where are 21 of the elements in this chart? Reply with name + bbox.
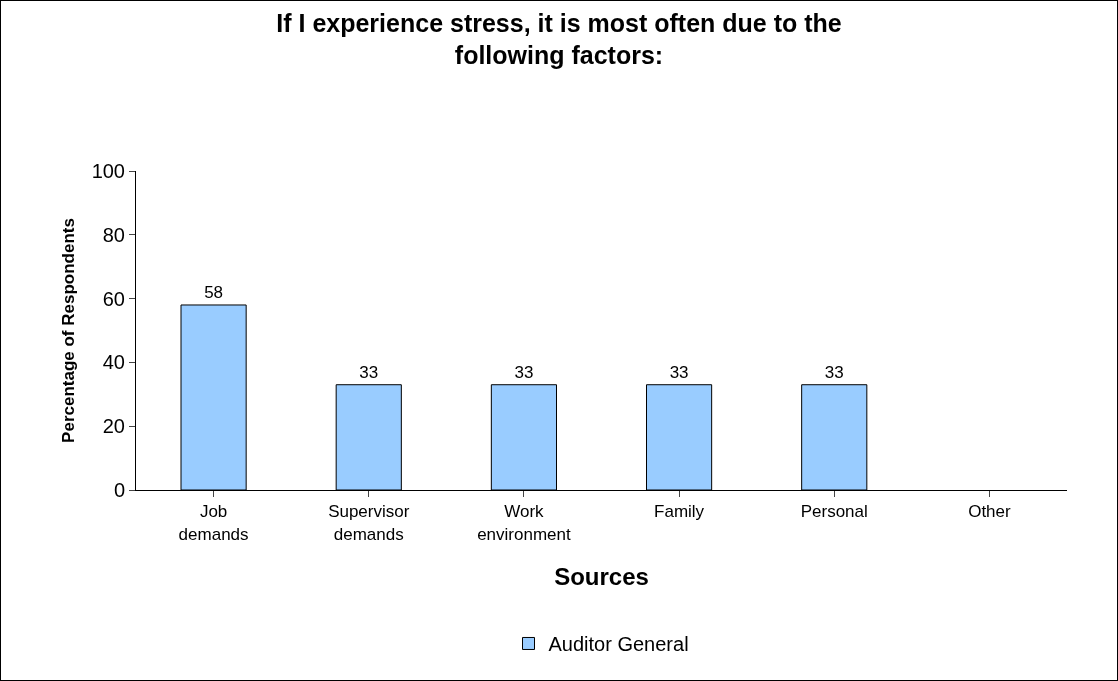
x-tick-label: Work environment bbox=[477, 502, 571, 544]
data-label: 33 bbox=[359, 362, 379, 382]
legend-label: Auditor General bbox=[548, 633, 689, 656]
y-tick-label: 40 bbox=[102, 351, 125, 374]
y-tick-label: 0 bbox=[113, 479, 125, 501]
x-tick-label: Job demands bbox=[178, 502, 249, 544]
y-tick-label: 60 bbox=[102, 287, 125, 310]
x-tick-label: Supervisor demands bbox=[328, 502, 410, 544]
y-axis-title: Percentage of Respondents bbox=[59, 218, 79, 443]
y-tick-label: 80 bbox=[102, 223, 125, 246]
x-tick-label: Personal bbox=[800, 502, 868, 522]
x-axis-title: Sources bbox=[554, 562, 649, 590]
data-label: 58 bbox=[204, 282, 224, 302]
data-label: 33 bbox=[669, 362, 689, 382]
y-tick-label: 20 bbox=[102, 415, 125, 438]
y-tick-label: 100 bbox=[91, 160, 125, 182]
data-label: 33 bbox=[514, 362, 534, 382]
data-label: 33 bbox=[824, 362, 844, 382]
x-tick-label: Other bbox=[968, 502, 1012, 522]
x-tick-label: Family bbox=[654, 502, 705, 522]
chart-title: If I experience stress, it is most often due to the following factors: bbox=[276, 8, 842, 70]
